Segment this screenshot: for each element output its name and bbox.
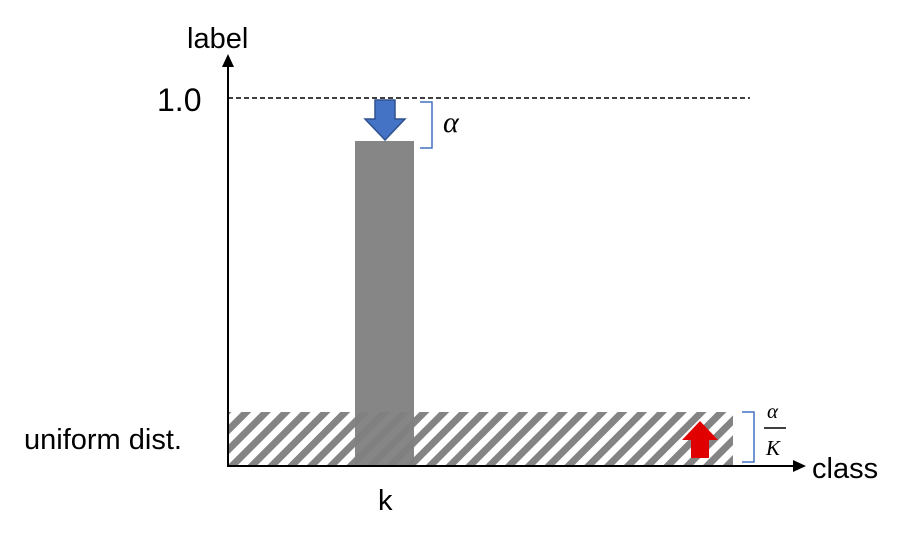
x-axis-arrowhead [793, 460, 806, 472]
up-arrow-icon [682, 421, 718, 458]
down-arrow-icon [363, 99, 407, 142]
alpha-over-k-fraction: α K [764, 399, 786, 460]
y-axis-arrowhead [222, 54, 234, 67]
fraction-denominator: K [765, 436, 781, 460]
alpha-bracket [420, 101, 433, 149]
y-axis-label: label [187, 23, 248, 55]
uniform-band [228, 412, 733, 466]
uniform-dist-label: uniform dist. [24, 424, 182, 456]
class-k-bar [355, 141, 414, 466]
alpha-over-k-bracket [742, 411, 755, 463]
alpha-label: α [443, 106, 460, 139]
y-tick-1: 1.0 [157, 82, 201, 118]
x-axis-label: class [812, 453, 878, 485]
fraction-numerator: α [767, 399, 779, 423]
x-tick-k: k [378, 485, 393, 517]
